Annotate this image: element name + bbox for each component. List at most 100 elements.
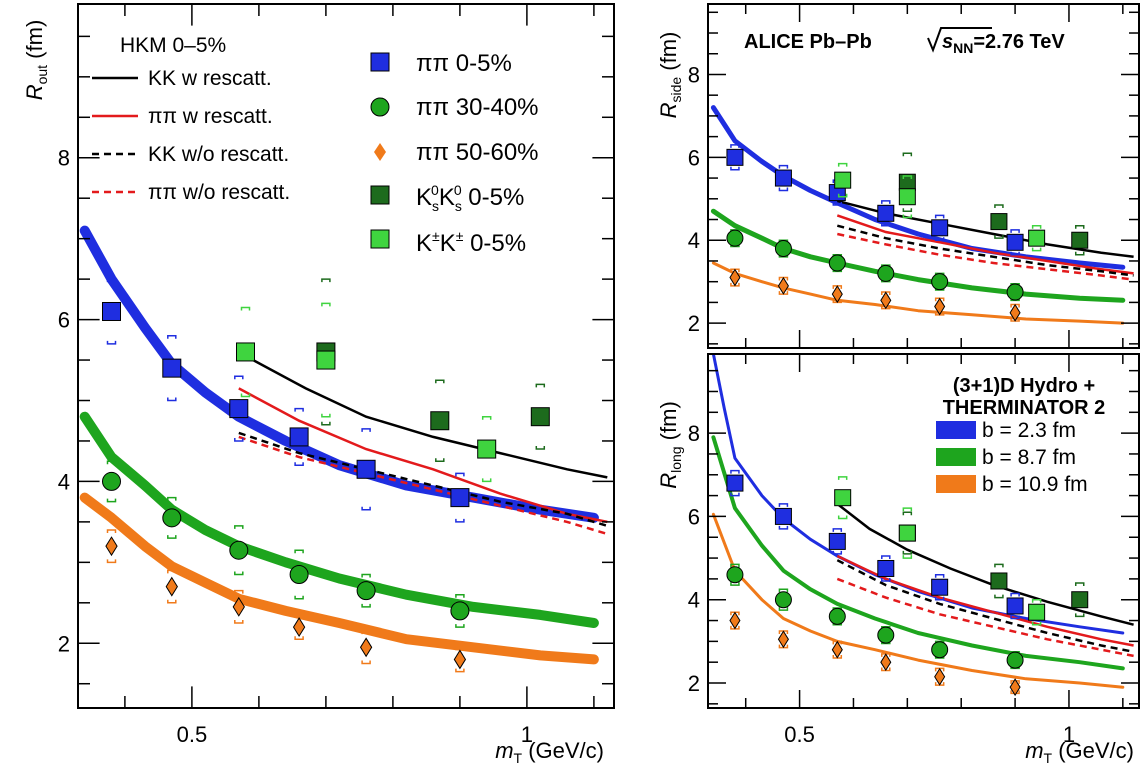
legend-label-pipi-50-60: ππ 50-60% <box>416 139 539 166</box>
data-point <box>898 524 916 542</box>
sys-bracket <box>361 573 371 608</box>
sys-bracket <box>934 214 945 241</box>
model-line-w-rescatt <box>836 554 1134 647</box>
sys-bracket <box>994 204 1004 239</box>
data-point <box>229 399 249 419</box>
data-point <box>232 596 245 617</box>
sys-bracket <box>778 503 789 530</box>
data-point <box>934 667 946 686</box>
data-point <box>774 591 792 609</box>
model-band-b-10-9-fm <box>711 261 1125 325</box>
sys-bracket <box>902 507 913 559</box>
series-50-60 <box>729 611 1021 697</box>
rlong-frame <box>707 353 1140 709</box>
sys-bracket <box>778 588 789 611</box>
data-point <box>828 607 846 625</box>
data-point <box>777 276 789 295</box>
sys-bracket <box>902 175 913 219</box>
rside-plot-area <box>684 105 1134 325</box>
sys-bracket <box>1031 598 1042 626</box>
data-point <box>729 268 741 287</box>
data-point <box>898 188 916 206</box>
data-point <box>162 508 182 528</box>
data-point <box>777 630 789 649</box>
sys-bracket <box>837 476 848 520</box>
sys-bracket <box>167 335 177 402</box>
y-tick-label: 6 <box>688 504 700 529</box>
model-band-b-8-7-fm <box>710 208 1126 303</box>
data-point <box>877 559 895 577</box>
data-point <box>430 411 450 431</box>
experiment-header: ALICE Pb–Pb <box>744 31 872 53</box>
legend-marker-pipi-30-40 <box>370 97 390 117</box>
rside-frame <box>707 3 1140 349</box>
y-tick-label: 4 <box>688 588 700 613</box>
sys-bracket <box>1010 592 1020 620</box>
hydro-legend-swatch-b109 <box>936 475 976 493</box>
data-point <box>726 566 744 584</box>
data-point <box>877 264 895 282</box>
data-point <box>1028 603 1046 621</box>
data-point <box>931 641 949 659</box>
data-point <box>49 238 67 256</box>
series-30-40 <box>684 212 1024 302</box>
data-point <box>530 407 550 427</box>
data-point <box>450 488 470 508</box>
hydro-legend-title-2: THERMINATOR 2 <box>943 397 1106 419</box>
hydro-legend-title-1: (3+1)D Hydro + <box>953 375 1095 397</box>
model-band-b-10-9-fm <box>711 512 1125 689</box>
series-k0sk0s-0-5 <box>316 278 550 462</box>
sys-bracket <box>294 614 304 640</box>
rlong-panel: 0.5 1 2 4 6 8 Rlong (fm) mT (GeV/c) (3+1)D Hy… <box>656 353 1140 766</box>
sys-bracket <box>455 646 465 673</box>
legend-label-kpmkpm: K±K± 0-5% <box>416 228 526 257</box>
rout-frame <box>77 3 615 709</box>
data-point <box>774 169 792 187</box>
hydro-legend-swatch-b87 <box>936 448 976 466</box>
legend-title: HKM 0–5% <box>120 34 226 57</box>
sys-bracket <box>1074 582 1085 618</box>
hydro-legend-swatch-b23 <box>936 421 976 439</box>
sys-bracket <box>106 278 117 345</box>
sys-bracket <box>361 630 371 665</box>
model-line-kk-w-rescatt <box>244 354 608 479</box>
model-band-b-10-9-fm <box>79 492 599 665</box>
model-line-kk-w-o-rescatt <box>836 559 1134 654</box>
data-point <box>316 350 336 370</box>
data-point <box>1009 303 1021 322</box>
data-point <box>726 474 744 492</box>
hydro-legend: (3+1)D Hydro + THERMINATOR 2 b = 2.3 fm … <box>936 375 1105 496</box>
y-tick-label: 8 <box>58 146 70 171</box>
sys-bracket <box>167 569 177 604</box>
data-point <box>931 219 949 237</box>
sys-bracket <box>455 472 465 523</box>
rlong-plot-area <box>711 354 1134 697</box>
data-point <box>828 254 846 272</box>
series-k-k-0-5 <box>834 162 1046 252</box>
sys-bracket <box>321 278 331 426</box>
model-line-w-o-rescatt <box>238 435 608 536</box>
y-tick-label: 6 <box>58 308 70 333</box>
sys-bracket <box>934 573 945 601</box>
sys-bracket <box>881 555 891 582</box>
legend-label-pipi-wo: ππ w/o rescatt. <box>148 181 290 204</box>
sys-bracket <box>321 302 331 418</box>
x-tick-label: 0.5 <box>177 722 208 747</box>
sys-bracket <box>730 563 740 586</box>
legend-marker-k0sk0s <box>370 185 390 205</box>
data-point <box>931 273 949 291</box>
sys-bracket <box>234 525 244 576</box>
series-30-40 <box>726 563 1024 670</box>
legend-marker-pipi-50-60 <box>374 143 386 161</box>
sys-bracket <box>902 152 913 212</box>
data-point <box>684 212 700 228</box>
series-0-5 <box>49 210 470 523</box>
data-point <box>1071 231 1089 249</box>
data-point <box>877 204 895 222</box>
sys-bracket <box>994 563 1004 599</box>
sys-bracket <box>54 210 62 283</box>
y-tick-label: 4 <box>688 228 700 253</box>
data-point <box>229 540 249 560</box>
sys-bracket <box>54 502 62 534</box>
